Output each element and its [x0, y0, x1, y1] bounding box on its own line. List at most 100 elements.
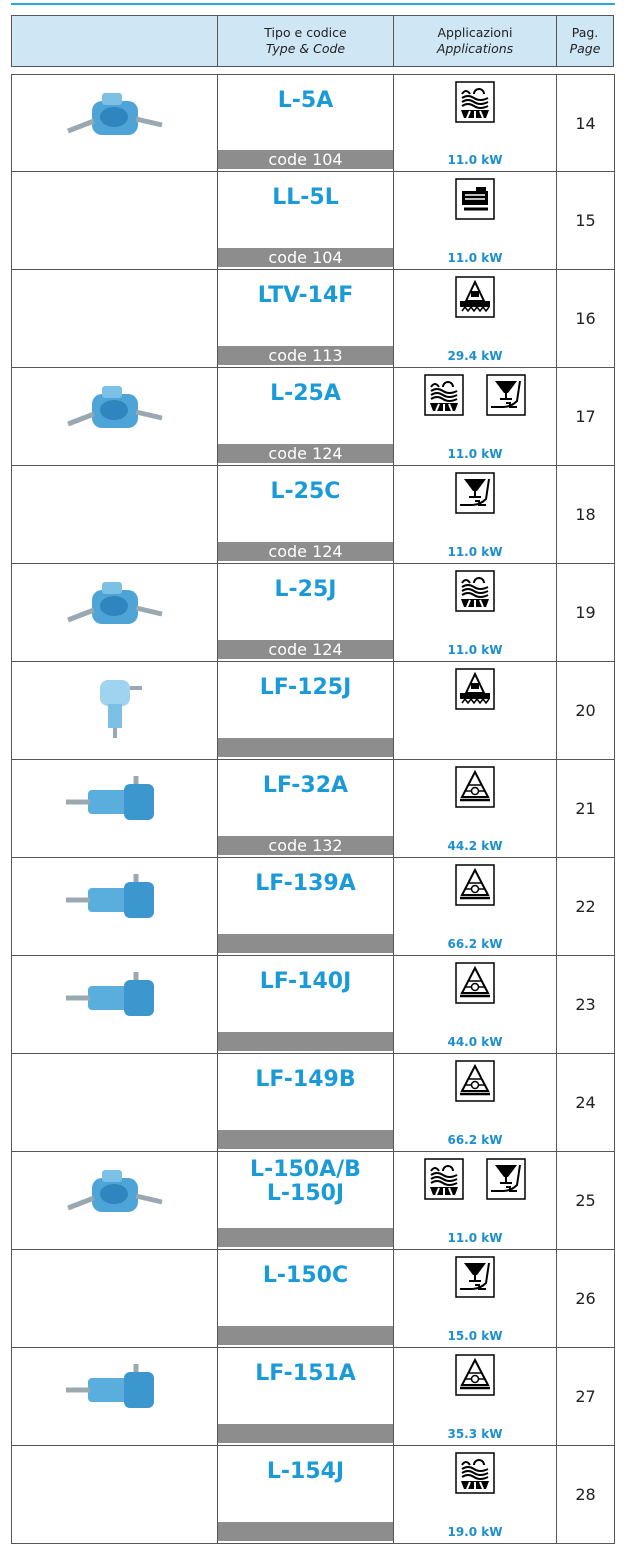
image-cell: [12, 368, 217, 465]
applications-cell: 19.0 kW: [393, 1446, 556, 1543]
code-bar: [218, 1522, 393, 1541]
product-code: code 104: [218, 150, 393, 169]
page-body: Tipo e codiceType & Code ApplicazioniApp…: [0, 0, 627, 1544]
applications-cell: 11.0 kW: [393, 368, 556, 465]
applications-cell: 66.2 kW: [393, 858, 556, 955]
application-icons: [394, 668, 556, 710]
product-code: code 113: [218, 346, 393, 365]
graphic: [460, 301, 490, 307]
product-name: LF-151A: [218, 1362, 393, 1386]
page-cell: 14: [556, 75, 614, 171]
product-code: code 104: [218, 248, 393, 267]
image-cell: [12, 75, 217, 171]
code-bar: [218, 1326, 393, 1345]
image-cell: [12, 662, 217, 759]
page-number: 28: [575, 1485, 595, 1504]
product-name: L-154J: [218, 1460, 393, 1484]
application-icons: [394, 1256, 556, 1298]
page-cell: 18: [556, 466, 614, 563]
type-cell: LF-140J: [217, 956, 393, 1053]
graphic: [124, 784, 154, 820]
product-name: L-25C: [218, 480, 393, 504]
product-name: L-25A: [218, 382, 393, 406]
power-rating: 15.0 kW: [394, 1329, 556, 1343]
type-cell: LF-139A: [217, 858, 393, 955]
application-icons: [394, 1354, 556, 1396]
power-rating: 44.0 kW: [394, 1035, 556, 1049]
page-number: 16: [575, 309, 595, 328]
product-image: [62, 382, 166, 446]
graphic: [102, 1170, 122, 1182]
table-row: L-150C 15.0 kW 26: [11, 1250, 615, 1348]
image-cell: [12, 1054, 217, 1151]
application-icons: [394, 178, 556, 220]
application-icons: [394, 766, 556, 808]
type-cell: LF-151A: [217, 1348, 393, 1445]
graphic: [472, 788, 479, 795]
power-rating: 66.2 kW: [394, 1133, 556, 1147]
product-image: [62, 578, 166, 642]
product-name: LF-139A: [218, 872, 393, 896]
graphic: [100, 107, 128, 127]
type-cell: L-150C: [217, 1250, 393, 1347]
image-cell: [12, 1446, 217, 1543]
graphic: [108, 704, 122, 728]
application-icon: [455, 1060, 495, 1102]
page-number: 18: [575, 505, 595, 524]
page-number: 26: [575, 1289, 595, 1308]
applications-cell: 11.0 kW: [393, 1152, 556, 1249]
image-cell: [12, 172, 217, 269]
graphic: [476, 187, 486, 192]
power-rating: 11.0 kW: [394, 545, 556, 559]
application-icon: [455, 178, 495, 220]
page-number: 22: [575, 897, 595, 916]
type-cell: LF-149B: [217, 1054, 393, 1151]
graphic: [100, 400, 128, 420]
product-image: [62, 676, 166, 740]
application-icons: [394, 1158, 556, 1200]
graphic: [100, 596, 128, 616]
application-icon: [455, 81, 495, 123]
applications-cell: 11.0 kW: [393, 466, 556, 563]
header-title: Applicazioni: [438, 25, 513, 40]
graphic: [124, 1372, 154, 1408]
power-rating: 11.0 kW: [394, 447, 556, 461]
graphic: [100, 1184, 128, 1204]
header-title: Tipo e codice: [264, 25, 346, 40]
table-row: LF-125J20: [11, 662, 615, 760]
image-cell: [12, 956, 217, 1053]
page: Catalogo riduttori {"header":{"columns":…: [0, 0, 627, 1544]
image-cell: [12, 858, 217, 955]
power-rating: 19.0 kW: [394, 1525, 556, 1539]
type-cell: L-25Ccode 124: [217, 466, 393, 563]
image-cell: [12, 466, 217, 563]
product-name: L-150C: [218, 1264, 393, 1288]
application-icon: [424, 1158, 464, 1200]
image-cell: [12, 1250, 217, 1347]
page-cell: 23: [556, 956, 614, 1053]
product-image: [62, 970, 166, 1034]
power-rating: 35.3 kW: [394, 1427, 556, 1441]
applications-cell: 11.0 kW: [393, 75, 556, 171]
applications-cell: 44.2 kW: [393, 760, 556, 857]
page-cell: 25: [556, 1152, 614, 1249]
code-bar: [218, 934, 393, 953]
table-row: LF-149B66.2 kW24: [11, 1054, 615, 1152]
application-icons: [394, 276, 556, 318]
application-icon: [455, 1256, 495, 1298]
image-cell: [12, 760, 217, 857]
graphic: [124, 980, 154, 1016]
page-number: 14: [575, 114, 595, 133]
power-rating: 44.2 kW: [394, 839, 556, 853]
page-number: 21: [575, 799, 595, 818]
applications-cell: 66.2 kW: [393, 1054, 556, 1151]
page-cell: 26: [556, 1250, 614, 1347]
header-cell: Pag.Page: [556, 16, 613, 66]
type-cell: L-150A/B L-150J: [217, 1152, 393, 1249]
product-name: L-150A/B L-150J: [218, 1158, 393, 1206]
